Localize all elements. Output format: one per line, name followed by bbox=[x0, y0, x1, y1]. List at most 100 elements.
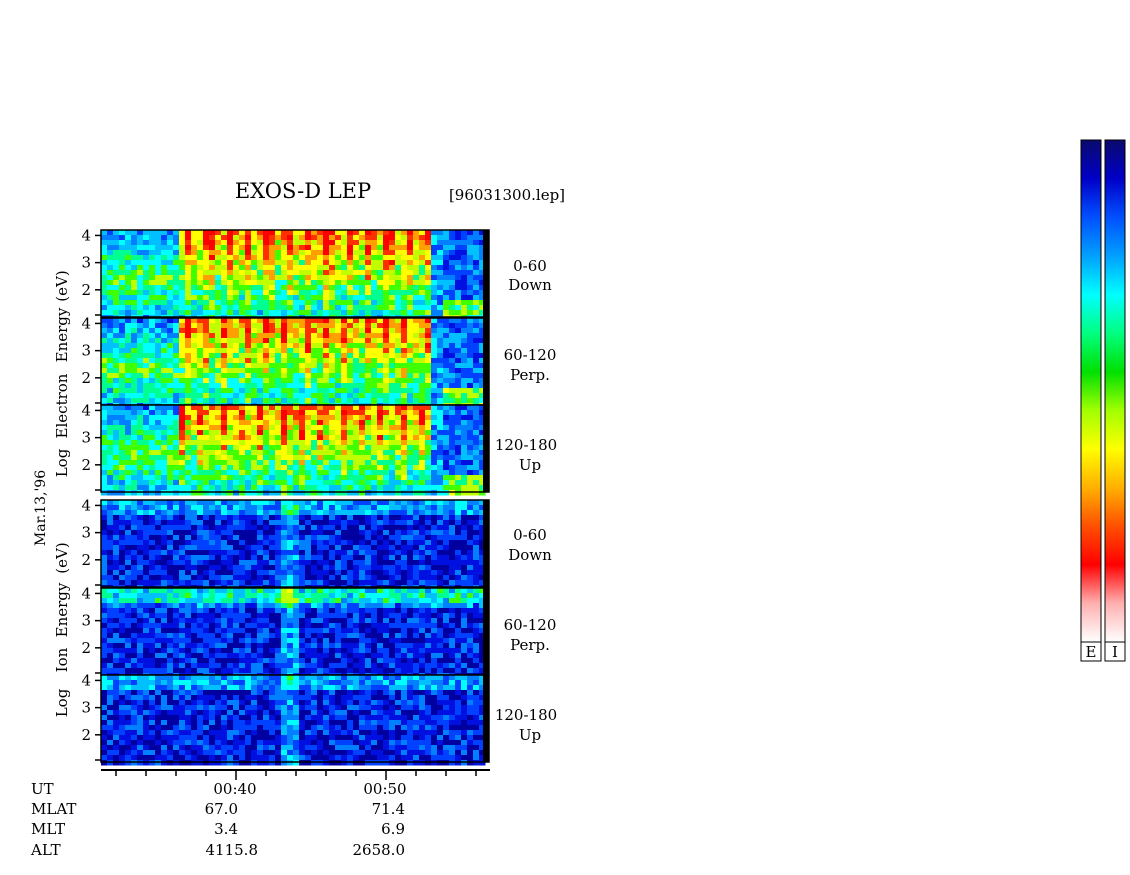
heatmap-cell bbox=[269, 410, 276, 416]
heatmap-cell bbox=[101, 598, 108, 604]
heatmap-cell bbox=[203, 588, 210, 594]
heatmap-cell bbox=[293, 398, 300, 404]
heatmap-cell bbox=[197, 310, 204, 316]
heatmap-cell bbox=[179, 265, 186, 271]
heatmap-cell bbox=[251, 510, 258, 516]
heatmap-cell bbox=[437, 520, 444, 526]
heatmap-cell bbox=[221, 530, 228, 536]
heatmap-cell bbox=[245, 420, 252, 426]
heatmap-cell bbox=[107, 613, 114, 619]
heatmap-cell bbox=[341, 378, 348, 384]
heatmap-cell bbox=[263, 285, 270, 291]
heatmap-cell bbox=[359, 295, 366, 301]
heatmap-cell bbox=[353, 525, 360, 531]
heatmap-cell bbox=[185, 260, 192, 266]
heatmap-cell bbox=[143, 290, 150, 296]
heatmap-cell bbox=[377, 445, 384, 451]
heatmap-cell bbox=[185, 515, 192, 521]
heatmap-cell bbox=[299, 300, 306, 306]
heatmap-cell bbox=[365, 525, 372, 531]
heatmap-cell bbox=[305, 475, 312, 481]
heatmap-cell bbox=[137, 368, 144, 374]
heatmap-cell bbox=[341, 358, 348, 364]
heatmap-cell bbox=[143, 260, 150, 266]
heatmap-cell bbox=[455, 435, 462, 441]
heatmap-cell bbox=[227, 450, 234, 456]
heatmap-cell bbox=[383, 608, 390, 614]
heatmap-cell bbox=[461, 383, 468, 389]
heatmap-cell bbox=[173, 420, 180, 426]
heatmap-cell bbox=[329, 388, 336, 394]
heatmap-cell bbox=[149, 405, 156, 411]
heatmap-cell bbox=[293, 323, 300, 329]
heatmap-cell bbox=[383, 588, 390, 594]
heatmap-cell bbox=[311, 275, 318, 281]
heatmap-cell bbox=[317, 485, 324, 491]
heatmap-cell bbox=[287, 575, 294, 581]
heatmap-cell bbox=[107, 295, 114, 301]
heatmap-cell bbox=[245, 430, 252, 436]
heatmap-cell bbox=[179, 373, 186, 379]
heatmap-cell bbox=[173, 505, 180, 511]
heatmap-cell bbox=[293, 430, 300, 436]
heatmap-cell bbox=[443, 540, 450, 546]
heatmap-cell bbox=[263, 338, 270, 344]
heatmap-cell bbox=[347, 280, 354, 286]
heatmap-cell bbox=[167, 480, 174, 486]
heatmap-cell bbox=[419, 560, 426, 566]
heatmap-cell bbox=[197, 420, 204, 426]
heatmap-cell bbox=[167, 575, 174, 581]
heatmap-cell bbox=[317, 398, 324, 404]
heatmap-cell bbox=[221, 323, 228, 329]
heatmap-cell bbox=[167, 485, 174, 491]
heatmap-cell bbox=[419, 510, 426, 516]
heatmap-cell bbox=[395, 420, 402, 426]
heatmap-cell bbox=[131, 245, 138, 251]
heatmap-cell bbox=[341, 505, 348, 511]
heatmap-cell bbox=[413, 323, 420, 329]
heatmap-cell bbox=[239, 470, 246, 476]
heatmap-cell bbox=[443, 230, 450, 236]
heatmap-cell bbox=[113, 603, 120, 609]
heatmap-cell bbox=[191, 535, 198, 541]
heatmap-cell bbox=[329, 250, 336, 256]
heatmap-cell bbox=[113, 588, 120, 594]
heatmap-cell bbox=[245, 565, 252, 571]
heatmap-cell bbox=[137, 505, 144, 511]
heatmap-cell bbox=[251, 405, 258, 411]
heatmap-cell bbox=[329, 363, 336, 369]
heatmap-cell bbox=[125, 575, 132, 581]
heatmap-cell bbox=[275, 455, 282, 461]
heatmap-cell bbox=[155, 555, 162, 561]
heatmap-cell bbox=[185, 505, 192, 511]
heatmap-cell bbox=[359, 540, 366, 546]
heatmap-cell bbox=[425, 465, 432, 471]
heatmap-cell bbox=[377, 598, 384, 604]
heatmap-cell bbox=[473, 520, 480, 526]
heatmap-cell bbox=[371, 475, 378, 481]
heatmap-cell bbox=[137, 450, 144, 456]
heatmap-cell bbox=[179, 353, 186, 359]
heatmap-cell bbox=[377, 570, 384, 576]
heatmap-cell bbox=[143, 535, 150, 541]
heatmap-cell bbox=[137, 275, 144, 281]
heatmap-cell bbox=[275, 540, 282, 546]
heatmap-cell bbox=[263, 580, 270, 586]
heatmap-cell bbox=[173, 383, 180, 389]
heatmap-cell bbox=[269, 388, 276, 394]
heatmap-cell bbox=[257, 425, 264, 431]
heatmap-cell bbox=[119, 440, 126, 446]
heatmap-cell bbox=[239, 515, 246, 521]
heatmap-cell bbox=[467, 318, 474, 324]
heatmap-cell bbox=[395, 530, 402, 536]
heatmap-cell bbox=[191, 245, 198, 251]
heatmap-cell bbox=[173, 500, 180, 506]
heatmap-cell bbox=[299, 398, 306, 404]
heatmap-cell bbox=[479, 300, 486, 306]
heatmap-cell bbox=[281, 420, 288, 426]
heatmap-cell bbox=[239, 570, 246, 576]
heatmap-cell bbox=[191, 588, 198, 594]
heatmap-cell bbox=[305, 388, 312, 394]
heatmap-cell bbox=[293, 368, 300, 374]
heatmap-cell bbox=[167, 348, 174, 354]
